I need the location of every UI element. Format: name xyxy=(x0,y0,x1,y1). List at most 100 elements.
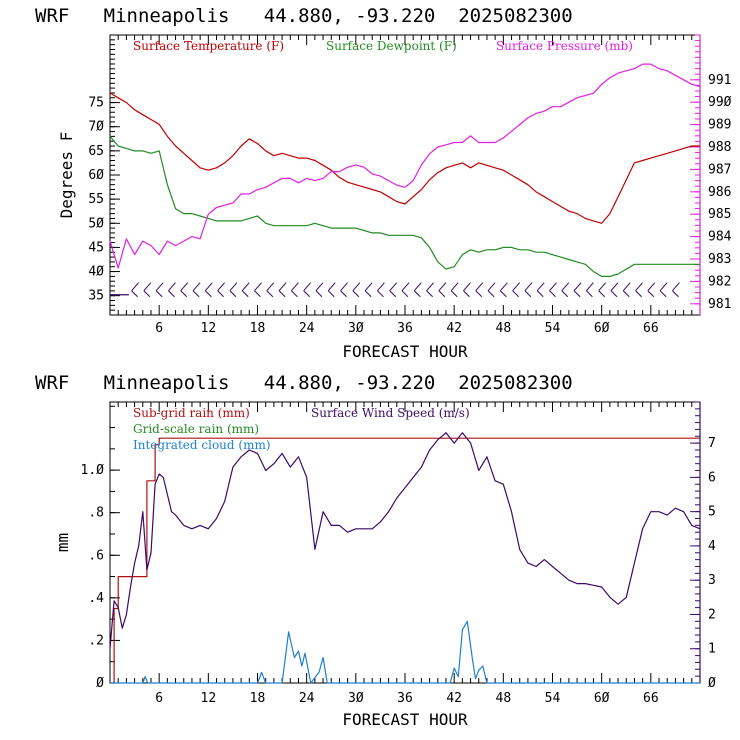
y-tick-label: 6Ø xyxy=(88,168,104,183)
y2-tick-label: 987 xyxy=(708,162,731,177)
chart-title: WRF Minneapolis 44.880, -93.220 20250823… xyxy=(35,372,573,394)
y2-tick-label: 986 xyxy=(708,185,731,200)
y2-tick-label: 7 xyxy=(708,436,716,451)
legend-entry: Surface Pressure (mb) xyxy=(496,39,633,53)
wind-barb xyxy=(352,282,361,298)
wind-barb xyxy=(536,282,545,298)
wind-barb xyxy=(303,282,312,298)
y2-tick-label: 989 xyxy=(708,118,731,133)
x-tick-label: 54 xyxy=(545,321,561,336)
x-tick-label: 18 xyxy=(250,321,266,336)
x-tick-label: 3Ø xyxy=(348,321,364,336)
wind-barb xyxy=(266,282,275,298)
wind-barb xyxy=(463,282,471,298)
y-tick-label: 35 xyxy=(88,289,104,304)
wind-barb xyxy=(364,282,373,298)
wind-barb xyxy=(155,282,164,298)
wind-barb xyxy=(389,282,398,298)
y-tick-label: .6 xyxy=(88,548,104,563)
wind-barb xyxy=(340,282,348,298)
x-tick-label: 6Ø xyxy=(594,691,610,706)
wind-barb xyxy=(499,282,508,298)
wind-barb xyxy=(290,282,299,298)
legend-entry: Surface Dewpoint (F) xyxy=(326,39,457,53)
wind-barb xyxy=(413,282,422,298)
series-line-surface-pressure xyxy=(109,63,701,269)
wind-barb xyxy=(585,282,594,298)
wind-barb xyxy=(377,282,385,298)
y2-tick-label: 99Ø xyxy=(708,95,732,110)
x-tick-label: 48 xyxy=(496,691,512,706)
y2-tick-label: 983 xyxy=(708,252,731,267)
legend: Surface Temperature (F) Surface Dewpoint … xyxy=(133,39,633,53)
wind-barb xyxy=(647,282,656,298)
series-line-surface-dewpoint xyxy=(109,136,700,277)
wind-barb xyxy=(598,282,607,298)
chart-title: WRF Minneapolis 44.880, -93.220 20250823… xyxy=(35,5,573,27)
chart-panel-2: WRF Minneapolis 44.880, -93.220 20250823… xyxy=(35,372,716,729)
y-axis-label: Degrees F xyxy=(57,132,76,219)
y-tick-label: 65 xyxy=(88,144,104,159)
chart-panel-1: WRF Minneapolis 44.880, -93.220 20250823… xyxy=(35,5,732,361)
x-tick-label: 6 xyxy=(155,321,163,336)
x-axis-label: FORECAST HOUR xyxy=(342,342,468,361)
wind-barb xyxy=(229,282,238,298)
x-tick-label: 6 xyxy=(155,691,163,706)
legend-entry: Surface Wind Speed (m/s) xyxy=(311,406,470,420)
y-tick-label: .4 xyxy=(88,591,104,606)
series-line-integrated-cloud xyxy=(110,620,700,684)
x-tick-label: 18 xyxy=(250,691,266,706)
y2-tick-label: Ø xyxy=(708,676,716,691)
y2-tick-label: 6 xyxy=(708,470,716,485)
wind-barb xyxy=(315,282,324,298)
x-tick-label: 3Ø xyxy=(348,691,364,706)
y2-tick-label: 2 xyxy=(708,607,716,622)
wind-barb xyxy=(438,282,447,298)
wind-barb xyxy=(622,282,631,298)
x-axis-label: FORECAST HOUR xyxy=(342,710,468,729)
x-tick-label: 54 xyxy=(545,691,561,706)
wind-barb xyxy=(450,282,459,298)
series-line-surface-temperature xyxy=(109,92,700,224)
y-tick-label: 5Ø xyxy=(88,216,104,231)
wind-barb xyxy=(168,282,176,298)
wind-barb xyxy=(180,282,189,298)
wind-barb xyxy=(635,282,643,298)
x-tick-label: 6Ø xyxy=(594,321,610,336)
x-tick-label: 12 xyxy=(201,691,217,706)
y2-tick-label: 5 xyxy=(708,505,716,520)
y-tick-label: 7Ø xyxy=(88,120,104,135)
y-tick-label: 4Ø xyxy=(88,265,104,280)
series-line-surface-wind-speed xyxy=(109,432,701,649)
wind-barb xyxy=(549,282,557,298)
wind-barb xyxy=(512,282,521,298)
x-tick-label: 36 xyxy=(397,691,413,706)
legend-entry: Grid-scale rain (mm) xyxy=(133,422,259,436)
wind-barb xyxy=(131,282,139,298)
x-tick-label: 42 xyxy=(446,691,462,706)
series-line-sub-grid-rain xyxy=(110,437,700,684)
wind-barb xyxy=(278,282,287,298)
y-tick-label: 1.Ø xyxy=(81,463,105,478)
legend-entry: Surface Temperature (F) xyxy=(133,39,284,53)
wind-barb xyxy=(659,282,668,298)
y-tick-label: Ø xyxy=(96,676,104,691)
y2-tick-label: 985 xyxy=(708,207,731,222)
wind-barb xyxy=(561,282,570,298)
legend: Sub-grid rain (mm) Grid-scale rain (mm) In… xyxy=(133,406,470,452)
wind-barb xyxy=(610,282,619,298)
y2-tick-label: 4 xyxy=(708,539,716,554)
wind-barb xyxy=(143,282,152,298)
legend-entry: Sub-grid rain (mm) xyxy=(133,406,250,420)
wind-barb xyxy=(254,282,262,298)
x-tick-label: 66 xyxy=(643,691,659,706)
y-axis-label: mm xyxy=(53,533,72,552)
wind-barb xyxy=(192,282,201,298)
y2-tick-label: 3 xyxy=(708,573,716,588)
x-tick-label: 36 xyxy=(397,321,413,336)
wind-barb xyxy=(426,282,434,298)
y2-tick-label: 988 xyxy=(708,140,731,155)
x-tick-label: 48 xyxy=(496,321,512,336)
wind-barb xyxy=(672,282,680,298)
